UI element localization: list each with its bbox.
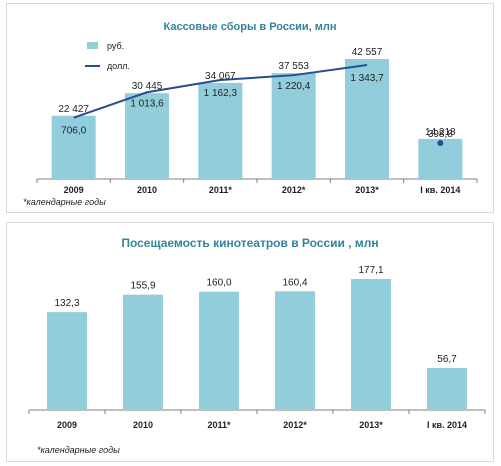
bar — [275, 291, 315, 410]
attendance-chart-panel: Посещаемость кинотеатров в России , млн … — [6, 222, 494, 462]
data-label-rub: 37 553 — [278, 61, 309, 72]
attendance-chart: Посещаемость кинотеатров в России , млн … — [28, 236, 486, 455]
legend-label-usd: долл. — [107, 61, 130, 71]
line-usd — [73, 64, 368, 119]
x-tick-label: 2013* — [359, 420, 383, 430]
x-tick-label: I кв. 2014 — [420, 185, 460, 195]
box-office-chart: Кассовые сборы в России, млн руб. долл. … — [23, 21, 478, 207]
data-label-usd: 706,0 — [61, 126, 86, 137]
x-tick-label: 2011* — [207, 420, 231, 430]
bar-rub — [51, 115, 96, 179]
bar — [123, 294, 163, 410]
data-label-usd: 1 013,6 — [130, 98, 164, 109]
footnote: *календарные годы — [37, 445, 120, 455]
bar-rub — [198, 82, 243, 179]
bar — [427, 368, 467, 410]
data-label: 177,1 — [358, 265, 383, 276]
bar-rub — [271, 73, 316, 179]
x-tick-label: 2009 — [64, 185, 84, 195]
chart-title: Кассовые сборы в России, млн — [163, 21, 336, 33]
data-label-usd: 1 162,3 — [204, 88, 238, 99]
data-label-usd: 1 343,7 — [350, 73, 384, 84]
bar — [47, 312, 87, 410]
legend-swatch-rub — [87, 42, 98, 49]
x-tick-label: 2011* — [209, 185, 233, 195]
data-label-rub: 14 218 — [425, 127, 456, 138]
data-label: 155,9 — [130, 281, 155, 292]
chart-plot: 132,3 2009 155,9 2010 160,0 2011* 160,4 2012* 17… — [28, 265, 486, 430]
x-tick-label: 2009 — [57, 420, 77, 430]
x-tick-label: 2012* — [283, 420, 307, 430]
data-label-rub: 34 067 — [205, 71, 236, 82]
data-label: 160,4 — [282, 277, 307, 288]
data-label: 56,7 — [437, 354, 457, 365]
box-office-chart-panel: Кассовые сборы в России, млн руб. долл. … — [6, 3, 494, 213]
data-label-usd: 398,8 — [428, 129, 453, 140]
chart-title: Посещаемость кинотеатров в России , млн — [121, 236, 378, 250]
chart-plot: 22 427 2009 30 445 2010 34 067 2011* 37 553 201… — [36, 47, 478, 195]
bar — [199, 291, 239, 410]
x-tick-label: 2010 — [137, 185, 157, 195]
data-label-rub: 22 427 — [58, 104, 89, 115]
data-label-usd: 1 220,4 — [277, 81, 311, 92]
x-tick-label: 2013* — [355, 185, 379, 195]
x-tick-label: 2012* — [282, 185, 306, 195]
point-usd — [437, 140, 444, 147]
footnote: *календарные годы — [23, 197, 106, 207]
data-label: 132,3 — [54, 298, 79, 309]
bar-rub — [125, 93, 169, 179]
bar-rub — [345, 59, 389, 179]
bar — [351, 279, 391, 410]
x-tick-label: 2010 — [133, 420, 153, 430]
legend-label-rub: руб. — [107, 41, 124, 51]
data-label-rub: 42 557 — [352, 47, 383, 58]
data-label: 160,0 — [206, 278, 231, 289]
data-label-rub: 30 445 — [132, 81, 163, 92]
x-tick-label: I кв. 2014 — [427, 420, 467, 430]
